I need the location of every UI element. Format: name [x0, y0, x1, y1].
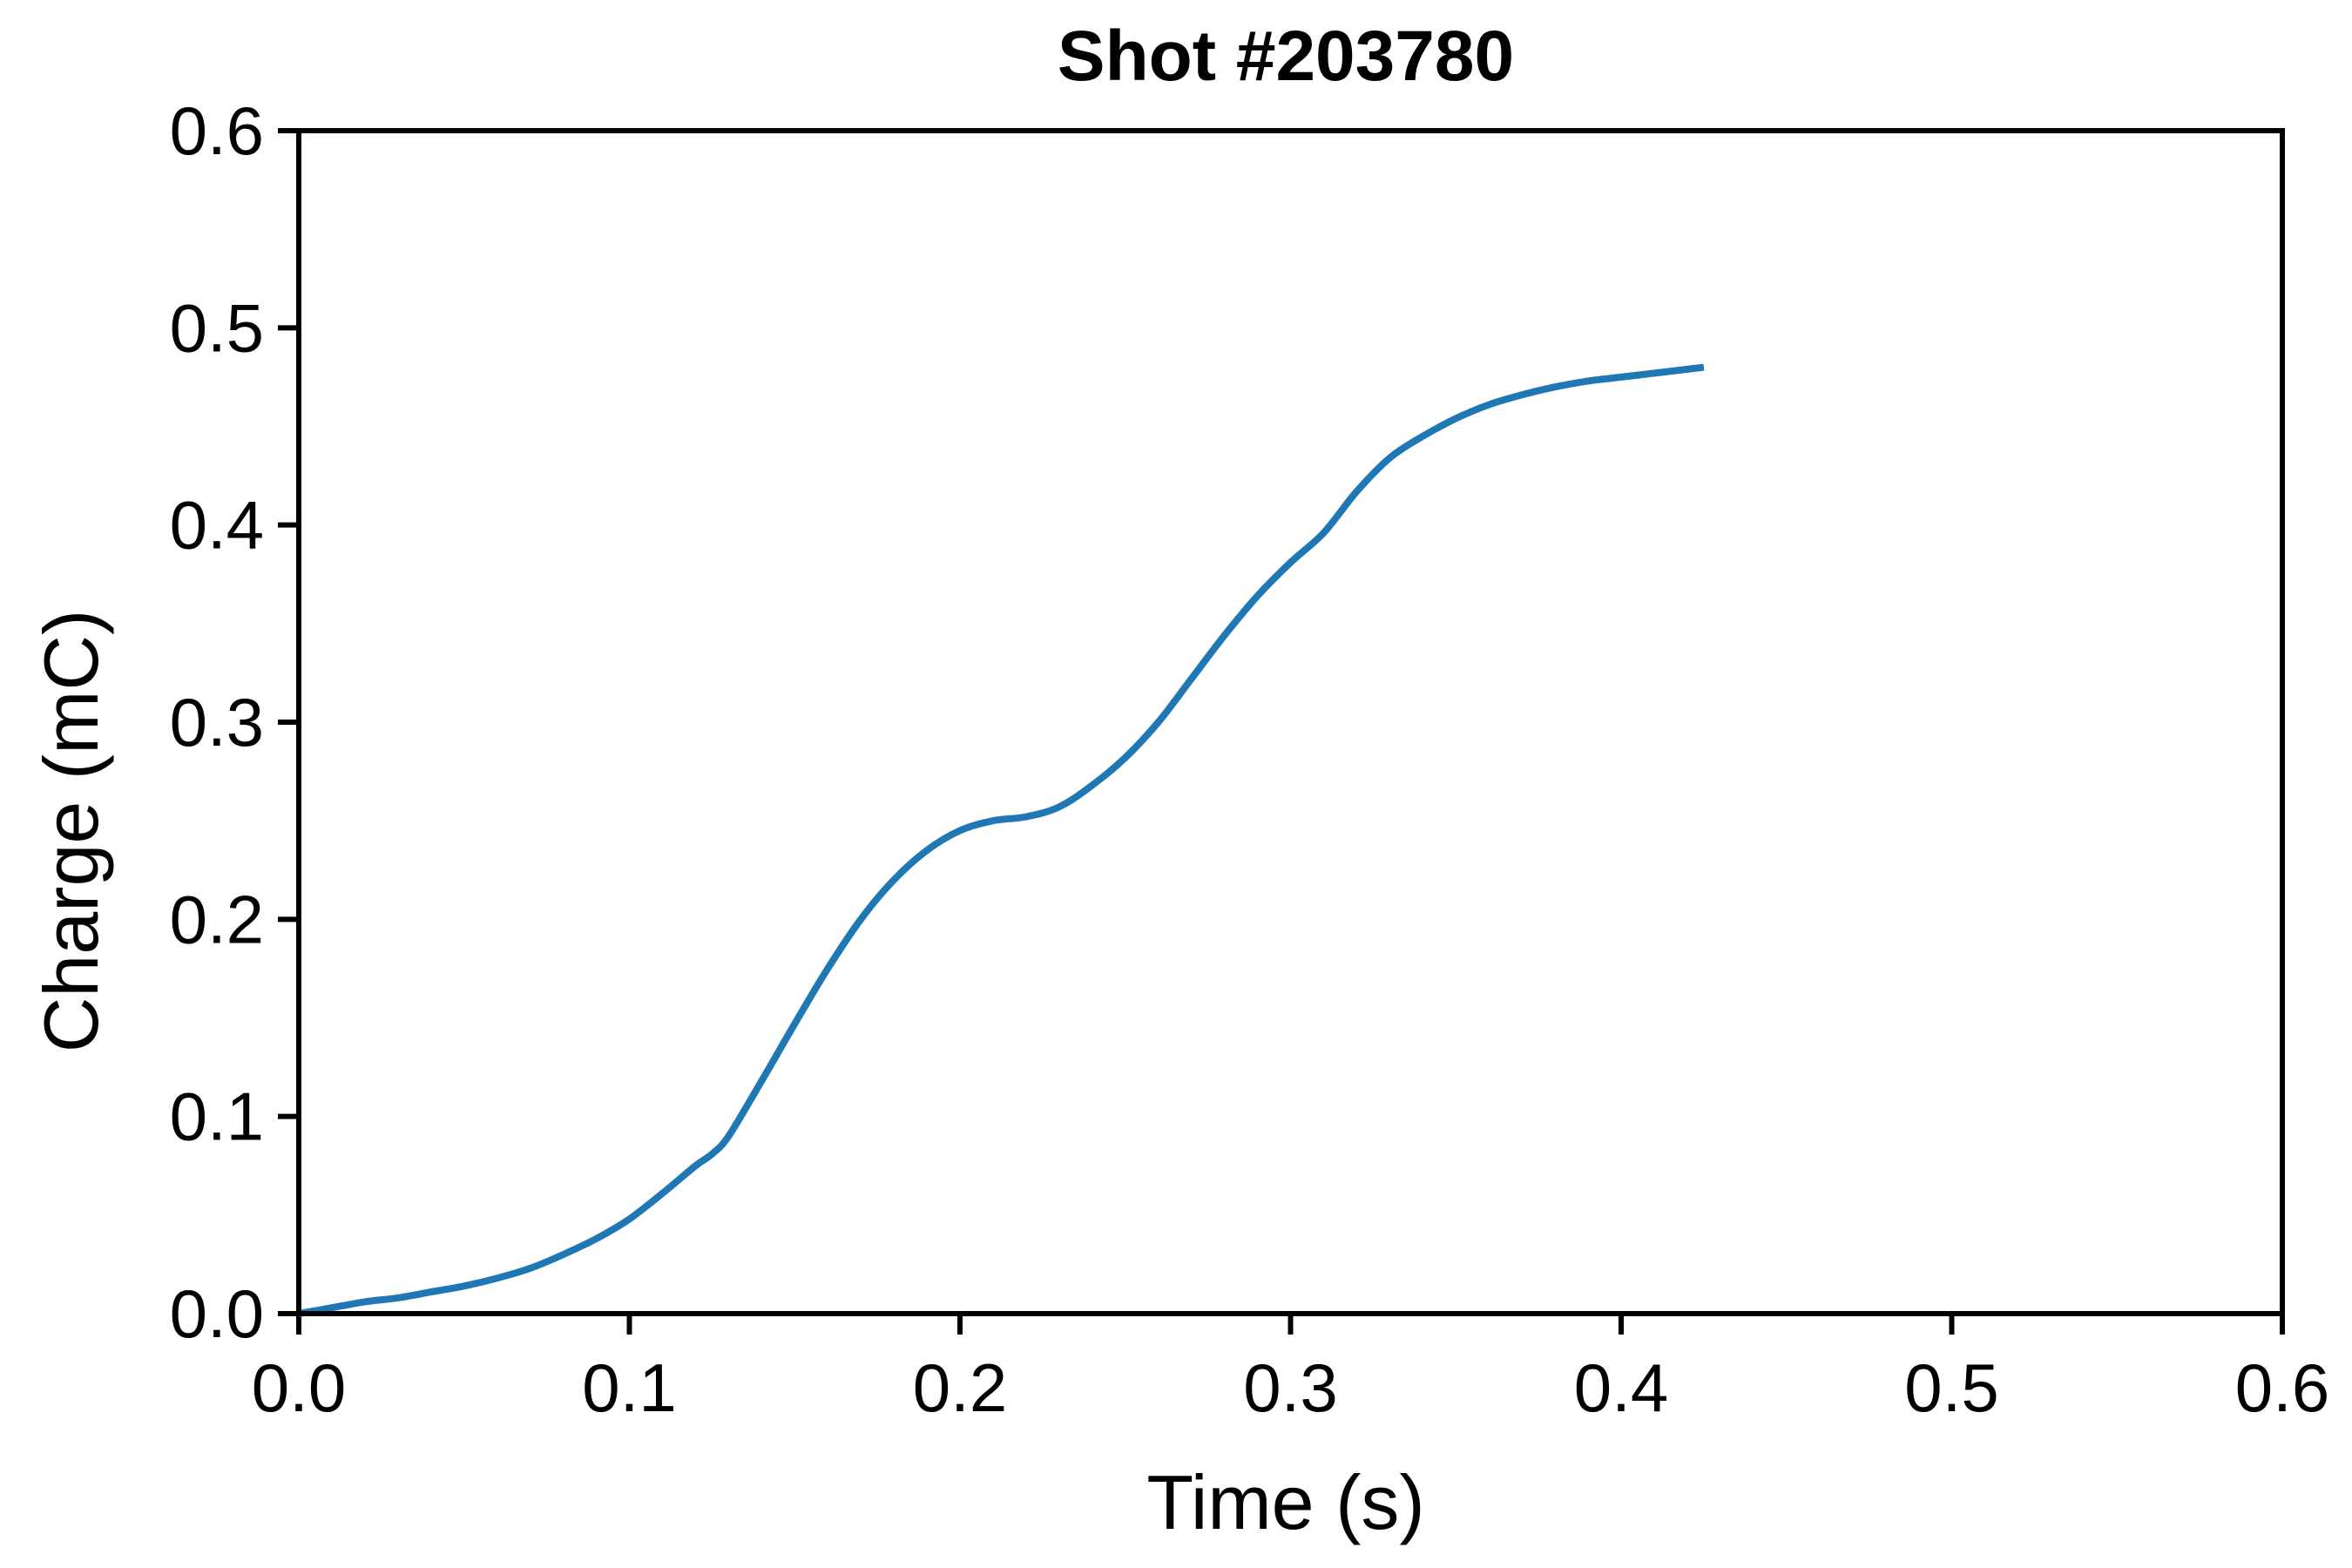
x-axis-label: Time (s): [1146, 1459, 1424, 1545]
y-tick-label: 0.6: [170, 92, 264, 169]
y-tick-label: 0.4: [170, 487, 264, 564]
x-tick-label: 0.0: [252, 1349, 346, 1426]
plot-frame: [296, 128, 2285, 1316]
series-line: [298, 363, 1705, 1317]
x-tick-label: 0.5: [1904, 1349, 1998, 1426]
axis-ticks: [278, 128, 2285, 1335]
y-axis-label: Charge (mC): [28, 610, 114, 1053]
axis-tick-labels: 0.0 0.1 0.2 0.3 0.4 0.5 0.6 0.0 0.1 0.2 0.3 0.4 0.5 0…: [170, 92, 2330, 1426]
y-tick-label: 0.0: [170, 1275, 264, 1352]
x-tick-label: 0.3: [1243, 1349, 1337, 1426]
x-tick-label: 0.1: [582, 1349, 676, 1426]
x-tick-label: 0.4: [1574, 1349, 1668, 1426]
y-tick-label: 0.5: [170, 289, 264, 366]
y-tick-label: 0.2: [170, 881, 264, 957]
x-tick-label: 0.6: [2235, 1349, 2329, 1426]
chart-title: Shot #203780: [1058, 17, 1514, 96]
y-tick-label: 0.1: [170, 1078, 264, 1155]
x-tick-label: 0.2: [913, 1349, 1007, 1426]
y-tick-label: 0.3: [170, 684, 264, 760]
